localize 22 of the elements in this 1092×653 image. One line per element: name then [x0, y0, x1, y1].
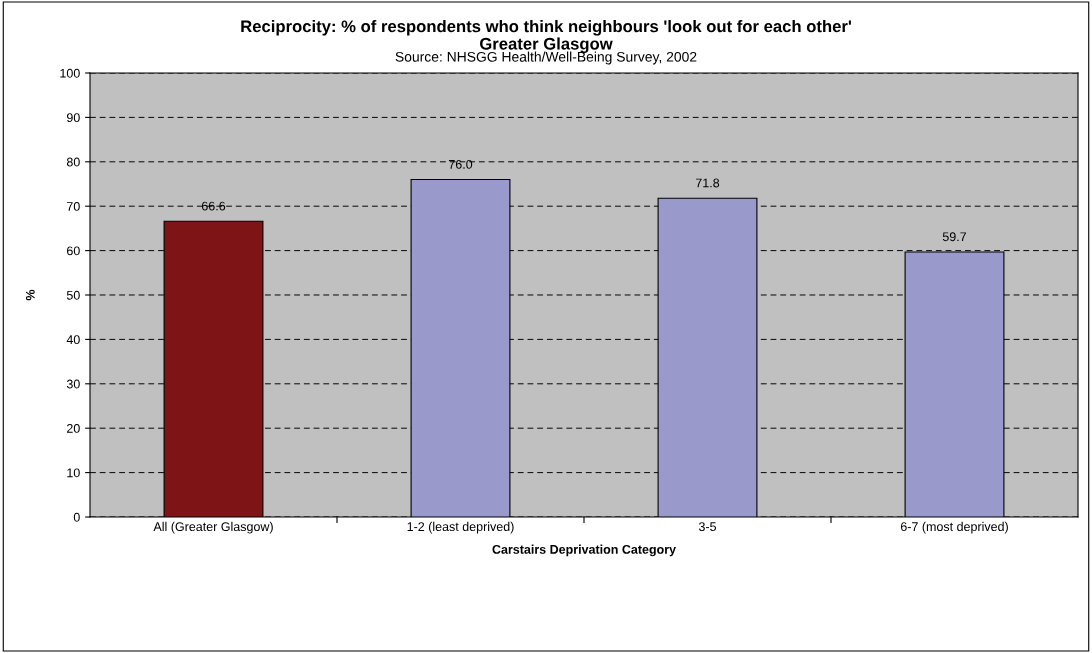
data-label: 59.7	[942, 232, 967, 242]
y-tick-label: 20	[67, 424, 80, 433]
x-tick-label: All (Greater Glasgow)	[153, 521, 273, 534]
x-tick-label: 3-5	[698, 522, 717, 532]
y-tick-label: 60	[67, 246, 80, 256]
data-label: 66.6	[201, 201, 226, 211]
y-tick-label: 100	[60, 68, 80, 78]
y-axis-title: %	[25, 289, 35, 301]
y-tick-label: 70	[67, 202, 80, 211]
data-label: 71.8	[695, 178, 720, 188]
y-tick-label: 0	[73, 512, 80, 522]
x-axis-title: Carstairs Deprivation Category	[492, 544, 676, 557]
x-tick-label: 1-2 (least deprived)	[407, 521, 514, 534]
y-tick-label: 40	[66, 335, 80, 345]
chart-subtitle: Source: NHSGG Health/Well-Being Survey, 2002	[395, 51, 697, 65]
y-tick-label: 10	[67, 468, 80, 478]
x-tick-label: 6-7 (most deprived)	[900, 521, 1008, 534]
y-tick-label: 30	[66, 379, 80, 389]
data-label: 76.0	[448, 159, 473, 169]
y-tick-label: 50	[66, 290, 80, 300]
y-tick-label: 80	[66, 157, 80, 167]
y-tick-label: 90	[66, 113, 80, 123]
